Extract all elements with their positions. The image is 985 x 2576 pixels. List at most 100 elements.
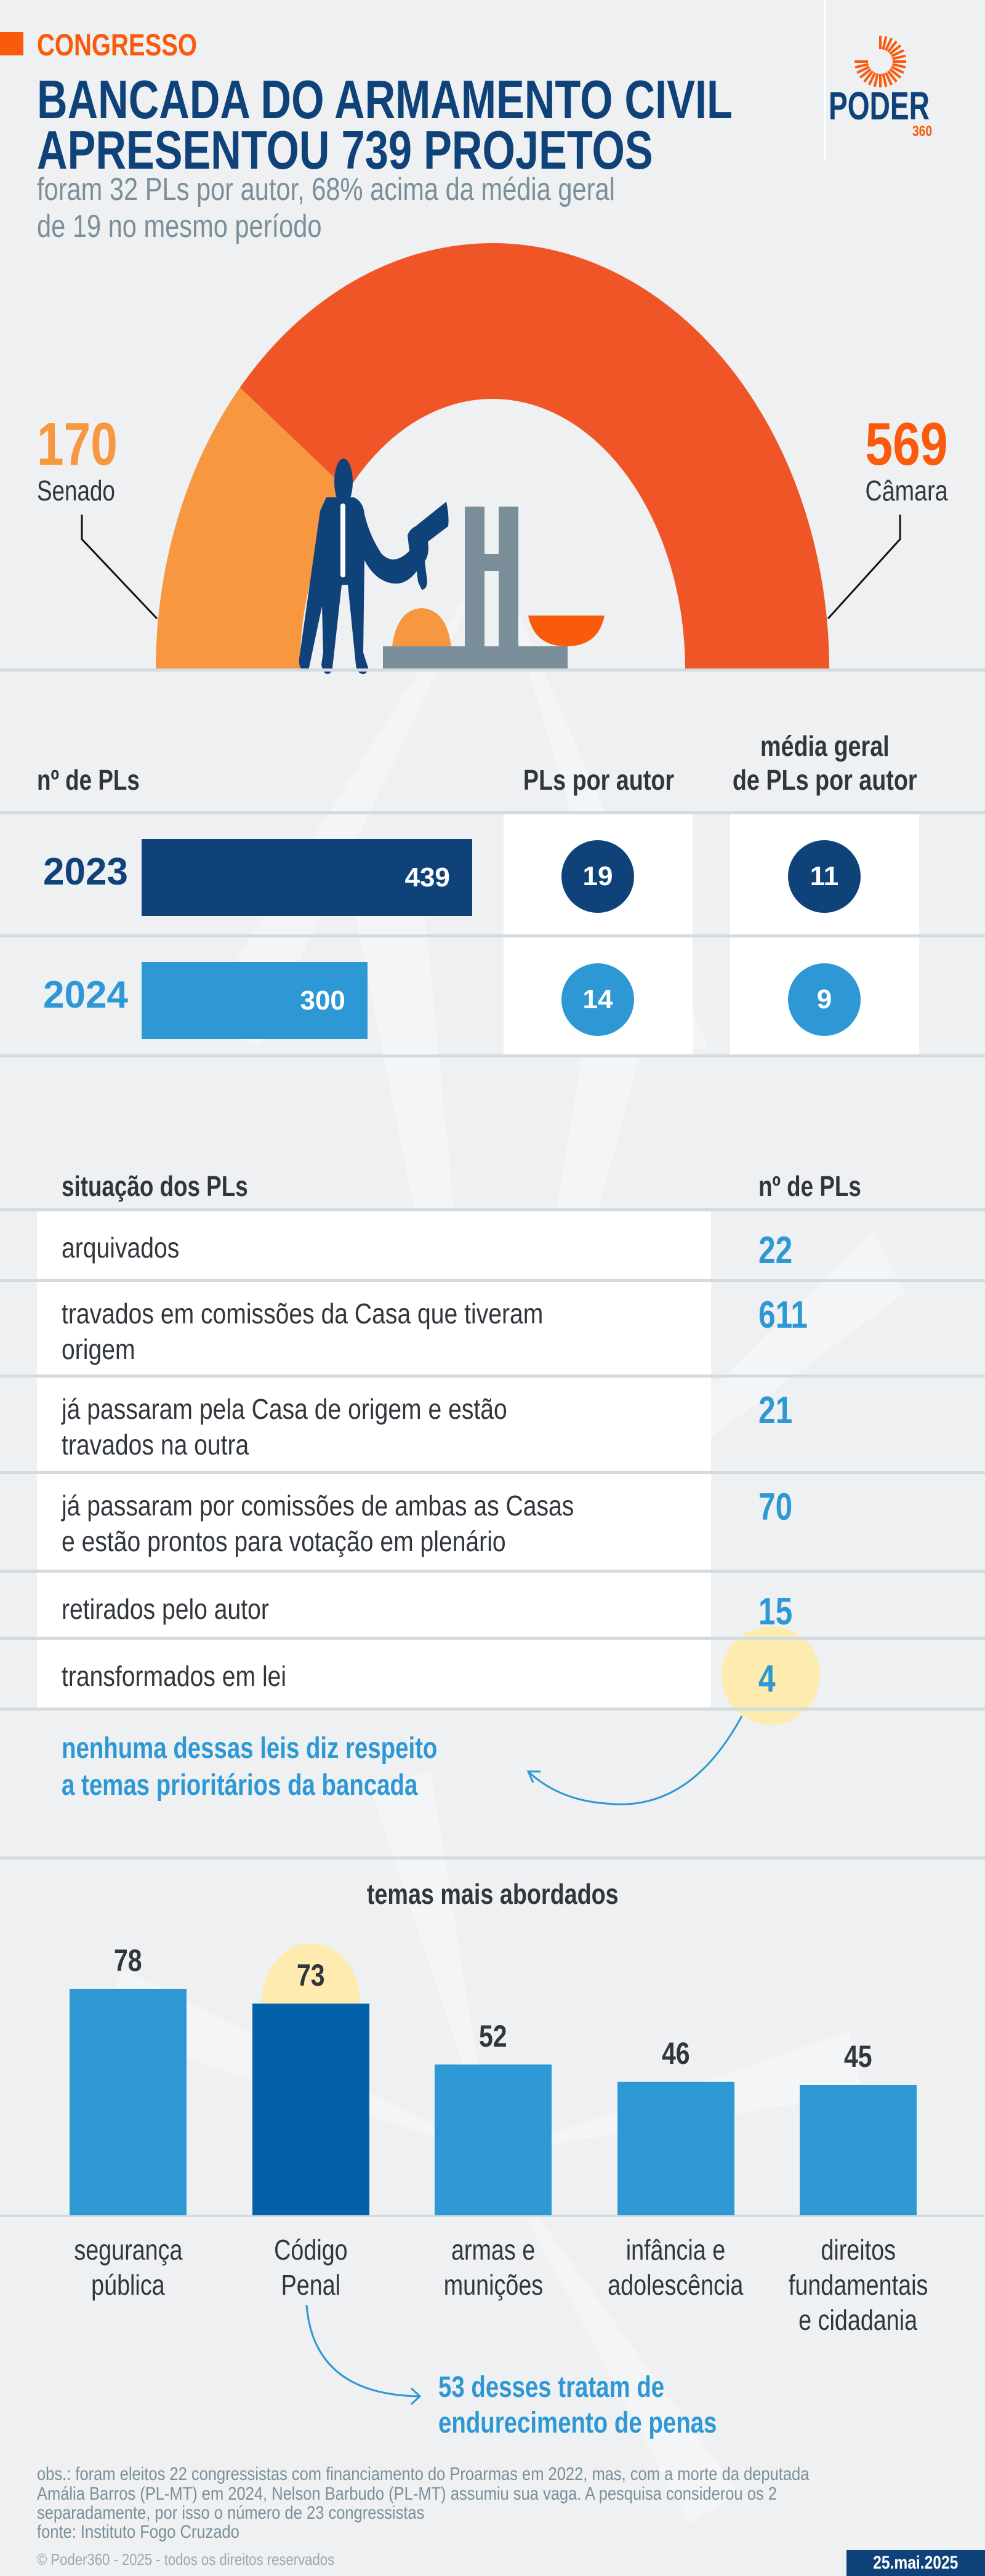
status-row: [37, 1282, 711, 1374]
chart-category-label: direitos: [821, 2234, 896, 2266]
avg-badge: 11: [788, 840, 861, 913]
table-divider: [0, 1637, 985, 1640]
chart-bar: [800, 2084, 917, 2215]
status-label: travados na outra: [62, 1429, 249, 1461]
status-row: [37, 1640, 711, 1707]
gauge-segment-senado: [156, 387, 348, 670]
status-note-line-1: nenhuma dessas leis diz respeito: [62, 1732, 438, 1765]
status-label: travados em comissões da Casa que tivera…: [62, 1298, 544, 1330]
gauge-segment-camara: [239, 243, 830, 670]
status-count: 611: [758, 1294, 808, 1336]
headline-line-2: APRESENTOU 739 PROJETOS: [37, 119, 653, 180]
status-label: já passaram por comissões de ambas as Ca…: [62, 1490, 574, 1522]
obs-line-3: separadamente, por isso o número de 23 c…: [37, 2503, 425, 2523]
chart-bar-value: 78: [114, 1943, 142, 1978]
camara-value: 569: [865, 410, 948, 478]
status-row: [37, 1573, 711, 1637]
pls-bar: 300: [142, 962, 368, 1039]
senado-label: Senado: [37, 475, 115, 507]
per-author-badge: 19: [561, 840, 634, 913]
senado-value: 170: [37, 410, 118, 478]
per-author-value: 19: [582, 861, 613, 891]
table-divider: [0, 811, 985, 814]
col-header-avg-line1: média geral: [760, 730, 890, 762]
camara-label: Câmara: [865, 475, 948, 507]
chart-bar: [70, 1989, 187, 2215]
copyright: © Poder360 - 2025 - todos os direitos re…: [37, 2550, 335, 2569]
arrow-head-icon: [526, 1770, 541, 1783]
section-kicker: CONGRESSO: [37, 28, 198, 62]
table-divider: [0, 1054, 985, 1057]
kicker-marker: [0, 32, 23, 55]
chart-category-label: segurança: [73, 2234, 183, 2266]
status-label: e estão prontos para votação em plenário: [62, 1525, 506, 1557]
chart-annotation-line-1: 53 desses tratam de: [438, 2371, 665, 2404]
gauge-chart: [81, 243, 901, 674]
source: fonte: Instituto Fogo Cruzado: [37, 2522, 239, 2542]
chart-baseline: [0, 2215, 985, 2217]
pls-bar-value: 439: [404, 862, 450, 893]
chart-category-label: Penal: [281, 2269, 340, 2301]
year-label: 2023: [43, 851, 128, 893]
status-count: 70: [758, 1486, 793, 1528]
logo-suffix: 360: [912, 123, 933, 140]
year-label: 2024: [43, 974, 128, 1016]
table-divider: [0, 1208, 985, 1211]
status-label: transformados em lei: [62, 1660, 287, 1692]
avg-badge: 9: [788, 963, 861, 1036]
subtitle-line-2: de 19 no mesmo período: [37, 209, 322, 244]
table-divider: [0, 934, 985, 937]
chart-category-label: Código: [273, 2234, 348, 2266]
chart-category-label: adolescência: [608, 2269, 744, 2301]
chart-bar: [435, 2064, 552, 2215]
arrow-head-icon: [410, 2387, 422, 2405]
pls-bar: 439: [142, 839, 472, 916]
poder360-sun-icon: [854, 36, 906, 87]
note-arrow: [526, 1626, 820, 1805]
col-header-pls: nº de PLs: [37, 764, 140, 796]
gunman-icon: [299, 459, 449, 674]
chart-annotation-line-2: endurecimento de penas: [438, 2407, 717, 2439]
table-divider: [0, 1707, 985, 1711]
per-author-value: 14: [582, 984, 613, 1014]
logo-wordmark: PODER: [829, 84, 930, 128]
table-divider: [0, 1471, 985, 1474]
date-badge: 25.mai.2025: [846, 2550, 985, 2576]
avg-value: 9: [816, 984, 832, 1014]
status-count: 4: [758, 1658, 776, 1700]
chart-category-label: munições: [443, 2269, 543, 2301]
status-label: origem: [62, 1333, 135, 1365]
status-row: [37, 1378, 711, 1471]
camara-leader-line: [827, 515, 901, 620]
status-label: arquivados: [62, 1232, 180, 1264]
chart-title: temas mais abordados: [366, 1878, 619, 1910]
obs-line-2: Amália Barros (PL-MT) em 2024, Nelson Ba…: [37, 2484, 777, 2504]
subtitle-line-1: foram 32 PLs por autor, 68% acima da méd…: [37, 172, 615, 207]
chart-bar-value: 45: [844, 2039, 872, 2074]
status-label: já passaram pela Casa de origem e estão: [62, 1393, 507, 1425]
chart-category-label: pública: [91, 2269, 165, 2301]
chart-bar: [617, 2081, 734, 2215]
table-divider: [0, 1570, 985, 1573]
table-divider: [0, 1279, 985, 1282]
chart-bar: [252, 2003, 369, 2215]
section-divider: [0, 1856, 985, 1860]
status-count: 22: [758, 1229, 793, 1272]
per-author-badge: 14: [561, 963, 634, 1036]
status-count: 15: [758, 1591, 793, 1633]
pls-bar-value: 300: [300, 985, 345, 1016]
chart-category-label: fundamentais: [788, 2269, 928, 2301]
col-header-per-author: PLs por autor: [523, 764, 675, 796]
chart-annotation-arrow: [305, 2305, 422, 2405]
obs-line-1: obs.: foram eleitos 22 congressistas com…: [37, 2464, 810, 2484]
chart-bar-value: 52: [479, 2018, 507, 2053]
congress-building-icon: [383, 507, 605, 671]
chart-bar-value: 46: [661, 2036, 690, 2071]
curved-arrow: [305, 2305, 419, 2397]
chart-bar-value: 73: [296, 1957, 325, 1992]
count-header: nº de PLs: [758, 1170, 861, 1202]
gauge-baseline: [0, 668, 985, 672]
logo-divider: [824, 0, 826, 161]
status-header: situação dos PLs: [62, 1170, 248, 1202]
status-note-line-2: a temas prioritários da bancada: [62, 1769, 418, 1802]
